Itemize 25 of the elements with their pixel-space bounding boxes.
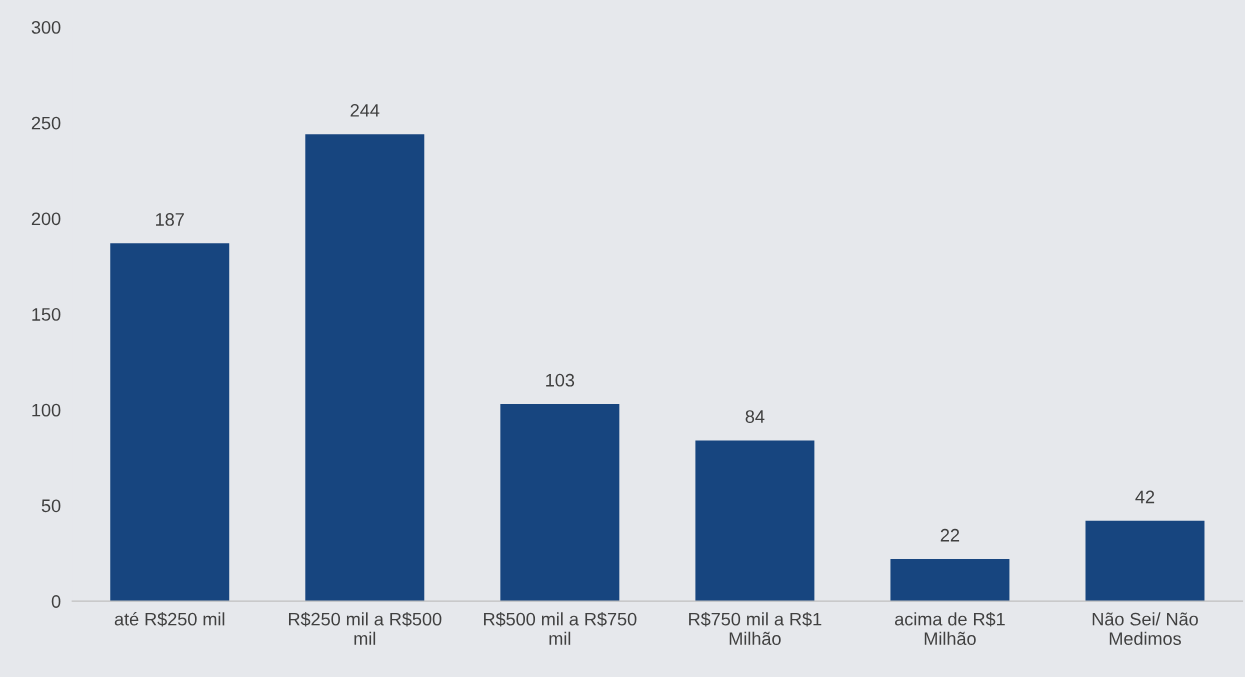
data-label: 84 bbox=[745, 410, 765, 423]
data-label: 42 bbox=[1135, 490, 1155, 504]
x-tick-label: R$500 mil a R$750 mil bbox=[484, 612, 637, 645]
x-tick-label: Não Sei/ Não Medimos bbox=[1092, 612, 1198, 645]
y-tick-label: 50 bbox=[41, 499, 61, 513]
x-tick-label: R$750 mil a R$1 Milhão bbox=[689, 612, 822, 645]
bar bbox=[1085, 520, 1205, 602]
bar bbox=[890, 559, 1010, 602]
bar bbox=[500, 404, 620, 602]
x-tick-label: acima de R$1 Milhão bbox=[895, 612, 1005, 645]
data-label: 22 bbox=[940, 528, 960, 542]
y-tick-label: 100 bbox=[32, 403, 61, 417]
data-label: 103 bbox=[546, 373, 575, 387]
bar bbox=[695, 440, 815, 602]
y-tick-label: 250 bbox=[31, 116, 61, 130]
y-tick-label: 150 bbox=[32, 308, 61, 321]
data-label: 187 bbox=[156, 213, 184, 226]
y-tick-label: 300 bbox=[31, 21, 61, 34]
bar bbox=[110, 243, 230, 602]
data-label: 244 bbox=[350, 104, 380, 117]
y-tick-label: 0 bbox=[51, 595, 61, 608]
x-tick-label: até R$250 mil bbox=[114, 612, 225, 627]
bar bbox=[305, 134, 425, 602]
y-tick-label: 200 bbox=[31, 212, 61, 226]
x-tick-label: R$250 mil a R$500 mil bbox=[288, 612, 442, 645]
